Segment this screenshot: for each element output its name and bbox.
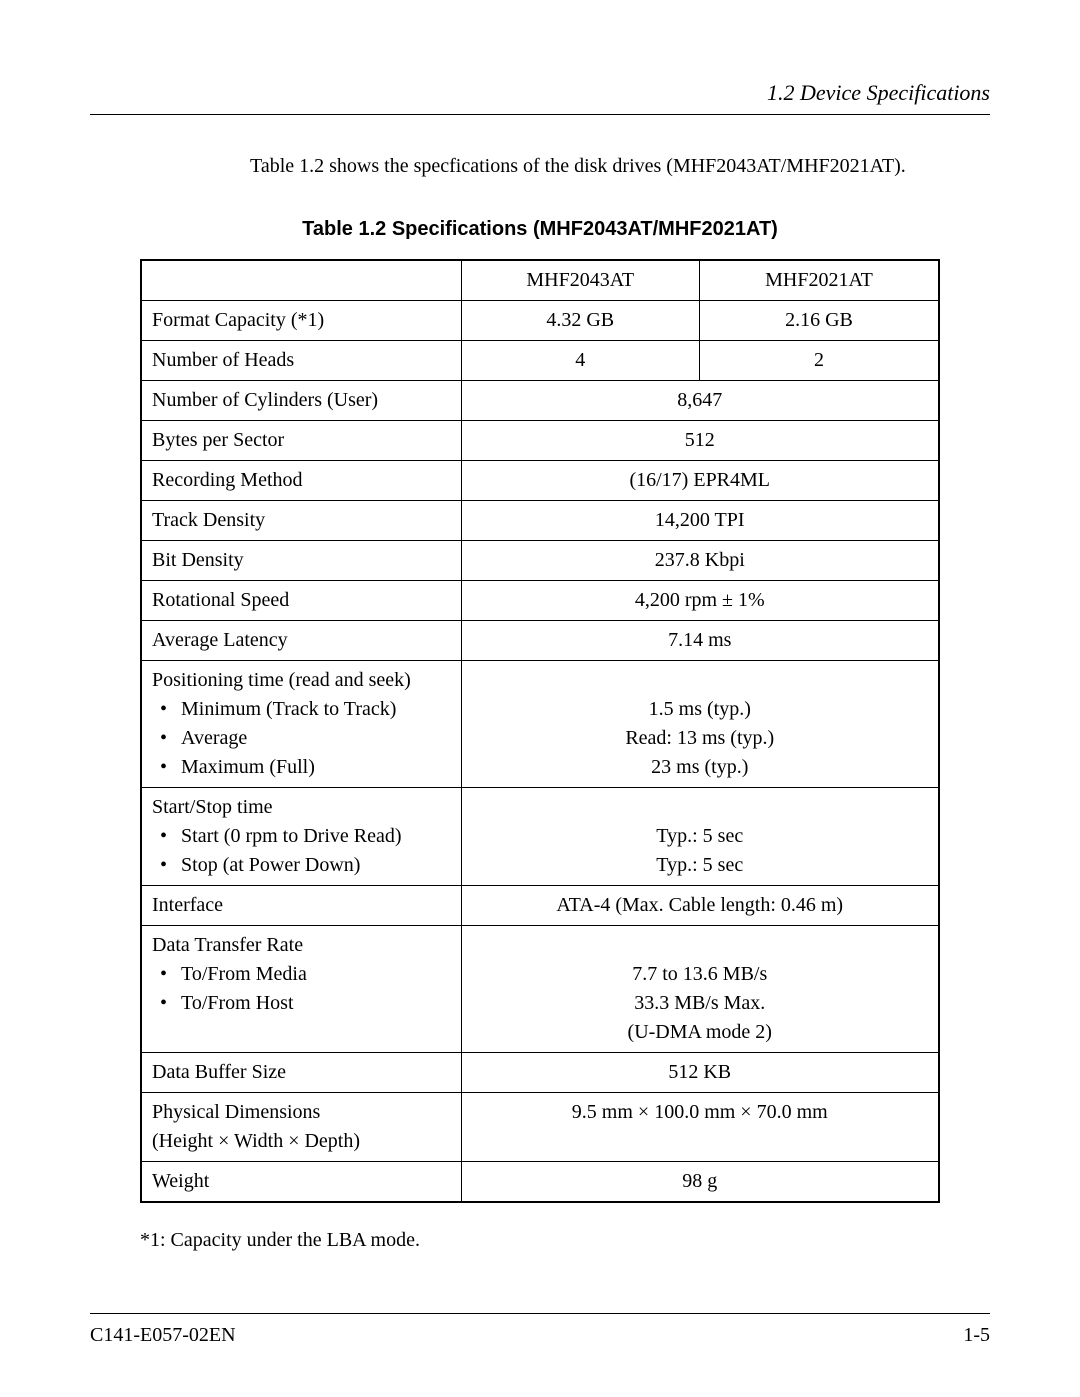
footnote: *1: Capacity under the LBA mode. <box>140 1229 990 1252</box>
table-row: Average Latency 7.14 ms <box>141 621 939 661</box>
row-value: 2 <box>700 341 940 381</box>
row-value: 512 KB <box>461 1053 939 1093</box>
table-row: Positioning time (read and seek) Minimum… <box>141 661 939 788</box>
page-header: 1.2 Device Specifications <box>90 80 990 115</box>
row-value: 7.7 to 13.6 MB/s 33.3 MB/s Max. (U-DMA m… <box>461 926 939 1053</box>
page: 1.2 Device Specifications Table 1.2 show… <box>0 0 1080 1397</box>
table-row: Interface ATA-4 (Max. Cable length: 0.46… <box>141 886 939 926</box>
table-row: Rotational Speed 4,200 rpm ± 1% <box>141 581 939 621</box>
transfer-header: Data Transfer Rate <box>152 931 451 960</box>
positioning-min-value: 1.5 ms (typ.) <box>472 695 929 724</box>
row-value: 237.8 Kbpi <box>461 541 939 581</box>
row-label: Number of Cylinders (User) <box>141 381 461 421</box>
positioning-header: Positioning time (read and seek) <box>152 666 451 695</box>
row-value: 8,647 <box>461 381 939 421</box>
intro-text: Table 1.2 shows the specfications of the… <box>250 155 990 178</box>
positioning-avg-value: Read: 13 ms (typ.) <box>472 724 929 753</box>
row-value: 98 g <box>461 1162 939 1203</box>
row-value: 2.16 GB <box>700 301 940 341</box>
startstop-start-label: Start (0 rpm to Drive Read) <box>152 822 451 851</box>
row-label: Data Transfer Rate To/From Media To/From… <box>141 926 461 1053</box>
row-value: Typ.: 5 sec Typ.: 5 sec <box>461 788 939 886</box>
footer-doc-id: C141-E057-02EN <box>90 1324 236 1347</box>
row-value: 4.32 GB <box>461 301 700 341</box>
table-row: Bytes per Sector 512 <box>141 421 939 461</box>
row-label: Start/Stop time Start (0 rpm to Drive Re… <box>141 788 461 886</box>
row-value: 4 <box>461 341 700 381</box>
dimensions-label-1: Physical Dimensions <box>152 1098 451 1127</box>
row-value: 14,200 TPI <box>461 501 939 541</box>
row-value: (16/17) EPR4ML <box>461 461 939 501</box>
row-value: 7.14 ms <box>461 621 939 661</box>
row-label: Physical Dimensions (Height × Width × De… <box>141 1093 461 1162</box>
startstop-stop-value: Typ.: 5 sec <box>472 851 929 880</box>
table-row: Recording Method (16/17) EPR4ML <box>141 461 939 501</box>
row-label: Number of Heads <box>141 341 461 381</box>
header-model-1: MHF2043AT <box>461 260 700 301</box>
transfer-media-value: 7.7 to 13.6 MB/s <box>472 960 929 989</box>
row-value: ATA-4 (Max. Cable length: 0.46 m) <box>461 886 939 926</box>
row-label: Rotational Speed <box>141 581 461 621</box>
row-label: Track Density <box>141 501 461 541</box>
row-value: 512 <box>461 421 939 461</box>
row-value: 4,200 rpm ± 1% <box>461 581 939 621</box>
table-row: Number of Cylinders (User) 8,647 <box>141 381 939 421</box>
page-footer: C141-E057-02EN 1-5 <box>90 1313 990 1347</box>
header-model-2: MHF2021AT <box>700 260 940 301</box>
positioning-min-label: Minimum (Track to Track) <box>152 695 451 724</box>
row-label: Weight <box>141 1162 461 1203</box>
row-label: Positioning time (read and seek) Minimum… <box>141 661 461 788</box>
section-title: 1.2 Device Specifications <box>767 80 990 105</box>
table-row: Data Buffer Size 512 KB <box>141 1053 939 1093</box>
table-row: Track Density 14,200 TPI <box>141 501 939 541</box>
row-label: Interface <box>141 886 461 926</box>
table-row: Number of Heads 4 2 <box>141 341 939 381</box>
row-label: Bytes per Sector <box>141 421 461 461</box>
table-row: Data Transfer Rate To/From Media To/From… <box>141 926 939 1053</box>
row-value: 9.5 mm × 100.0 mm × 70.0 mm <box>461 1093 939 1162</box>
startstop-header: Start/Stop time <box>152 793 451 822</box>
startstop-start-value: Typ.: 5 sec <box>472 822 929 851</box>
positioning-max-label: Maximum (Full) <box>152 753 451 782</box>
table-row: Weight 98 g <box>141 1162 939 1203</box>
table-row: Format Capacity (*1) 4.32 GB 2.16 GB <box>141 301 939 341</box>
transfer-media-label: To/From Media <box>152 960 451 989</box>
row-label: Format Capacity (*1) <box>141 301 461 341</box>
row-label: Bit Density <box>141 541 461 581</box>
spec-table: MHF2043AT MHF2021AT Format Capacity (*1)… <box>140 259 940 1203</box>
table-row: Physical Dimensions (Height × Width × De… <box>141 1093 939 1162</box>
positioning-max-value: 23 ms (typ.) <box>472 753 929 782</box>
table-row: Bit Density 237.8 Kbpi <box>141 541 939 581</box>
transfer-host-value-2: (U-DMA mode 2) <box>472 1018 929 1047</box>
startstop-stop-label: Stop (at Power Down) <box>152 851 451 880</box>
header-empty-cell <box>141 260 461 301</box>
positioning-avg-label: Average <box>152 724 451 753</box>
footer-page-number: 1-5 <box>963 1324 990 1347</box>
transfer-host-label: To/From Host <box>152 989 451 1018</box>
row-label: Data Buffer Size <box>141 1053 461 1093</box>
table-caption: Table 1.2 Specifications (MHF2043AT/MHF2… <box>90 218 990 241</box>
table-row: Start/Stop time Start (0 rpm to Drive Re… <box>141 788 939 886</box>
dimensions-label-2: (Height × Width × Depth) <box>152 1127 451 1156</box>
transfer-host-value-1: 33.3 MB/s Max. <box>472 989 929 1018</box>
table-header-row: MHF2043AT MHF2021AT <box>141 260 939 301</box>
row-label: Average Latency <box>141 621 461 661</box>
row-value: 1.5 ms (typ.) Read: 13 ms (typ.) 23 ms (… <box>461 661 939 788</box>
row-label: Recording Method <box>141 461 461 501</box>
